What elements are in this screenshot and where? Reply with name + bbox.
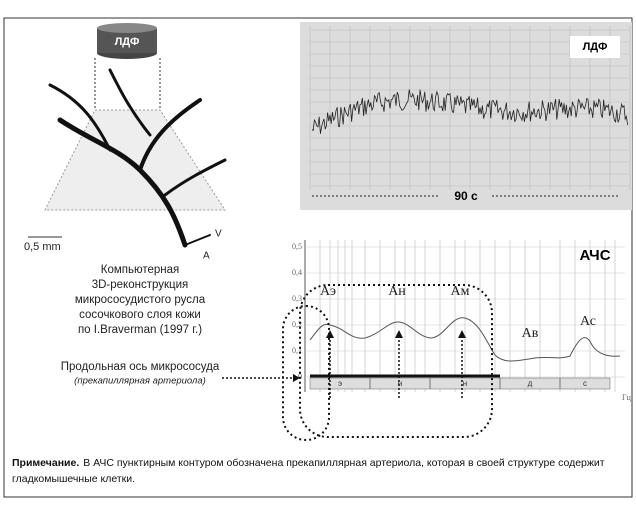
vein-label: V [215,229,222,240]
caption: Компьютерная 3D-реконструкция микрососудис… [75,264,206,336]
artery-label: A [203,251,210,262]
y-tick-label: 0,5 [292,242,302,251]
peak-label: Ан [388,284,406,299]
caption-line: сосочкового слоя кожи [79,309,201,321]
band-label: н [463,379,467,388]
figure: ЛДФ 0,5 mm V A Компьютерная 3D-реконструк… [0,0,636,502]
caption-line: микрососудистого русла [75,294,206,306]
peak-label: Аэ [320,284,336,299]
peak-arrow-head [395,330,403,338]
spectrum-label: АЧС [579,247,610,264]
note-line: Примечание. [12,457,79,469]
band-bar [310,378,610,389]
caption-line: 3D-реконструкция [92,279,189,291]
note-text: В АЧС пунктирным контуром обозначена пре… [83,457,604,469]
band-label: с [583,379,587,388]
caption-line: по I.Braverman (1997 г.) [78,324,202,336]
note-heading: Примечание. [12,457,79,469]
note: В АЧС пунктирным контуром обозначена пре… [12,457,605,485]
band-label: э [338,379,342,388]
axis-sublabel: (прекапиллярная артериола) [74,376,206,387]
y-tick-label: 0,4 [292,268,302,277]
peak-label: Ас [580,314,596,329]
note-text: гладкомышечные клетки. [12,473,135,485]
caption-line: Компьютерная [101,264,180,276]
peak-label: Ам [451,284,470,299]
duration-label: 90 с [454,189,478,203]
ldf-label: ЛДФ [583,41,608,53]
probe-label: ЛДФ [115,36,140,48]
scale-label: 0,5 mm [24,241,61,253]
peak-label: Ав [522,326,539,341]
band-label: д [528,379,533,388]
y-tick-label: 0,3 [292,294,302,303]
x-unit: Гц [622,393,632,402]
axis-label: Продольная ось микрососуда [61,361,220,373]
probe-top [97,23,157,33]
